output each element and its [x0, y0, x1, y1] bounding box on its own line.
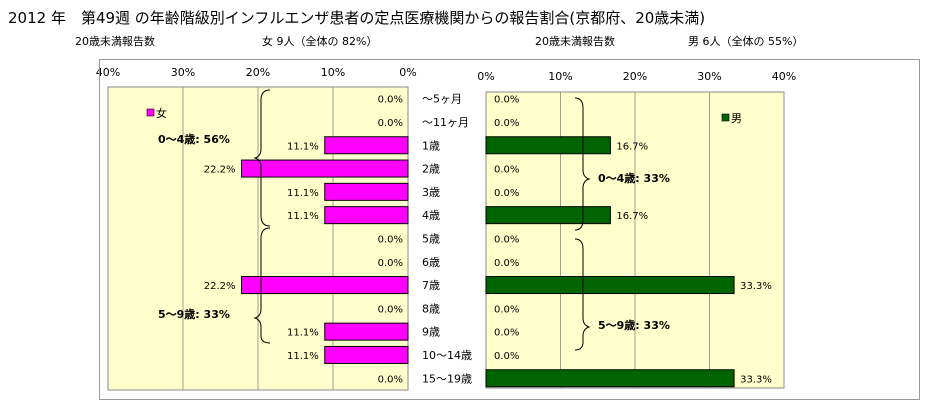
male-data-label: 0.0%	[494, 304, 519, 315]
male-data-label: 33.3%	[740, 374, 772, 385]
male-brace-5-9	[574, 238, 591, 351]
age-category-label: 9歳	[422, 326, 440, 339]
female-summary: 女 9人（全体の 82%）	[262, 35, 378, 48]
female-bar	[241, 159, 409, 178]
age-category-label: 4歳	[422, 209, 440, 222]
age-category-label: 3歳	[422, 186, 440, 199]
male-annotation-5-9: 5～9歳: 33%	[598, 318, 670, 332]
female-data-label: 0.0%	[378, 258, 403, 269]
male-count-label: 20歳未満報告数	[535, 35, 615, 48]
female-x-tick-label: 20%	[246, 66, 270, 79]
female-data-label: 11.1%	[287, 351, 319, 362]
age-category-label: 15～19歳	[422, 372, 472, 385]
male-data-label: 0.0%	[494, 188, 519, 199]
female-data-label: 22.2%	[204, 165, 236, 176]
male-data-label: 0.0%	[494, 351, 519, 362]
female-data-label: 0.0%	[378, 95, 403, 106]
male-data-label: 33.3%	[740, 281, 772, 292]
female-legend-swatch	[146, 108, 155, 117]
male-data-label: 0.0%	[494, 234, 519, 245]
female-data-label: 22.2%	[204, 281, 236, 292]
female-brace-5-9	[253, 227, 271, 344]
male-annotation-0-4: 0～4歳: 33%	[598, 171, 670, 185]
male-data-label: 16.7%	[616, 141, 648, 152]
male-x-tick-label: 0%	[477, 70, 494, 83]
male-x-tick-label: 40%	[772, 70, 796, 83]
female-brace-0-4	[253, 89, 271, 227]
male-x-tick-label: 30%	[697, 70, 721, 83]
male-data-label: 0.0%	[494, 165, 519, 176]
female-legend-label: 女	[156, 106, 167, 120]
age-category-label: 5歳	[422, 232, 440, 245]
female-x-tick-label: 0%	[399, 66, 416, 79]
female-data-label: 0.0%	[378, 234, 403, 245]
male-data-label: 0.0%	[494, 328, 519, 339]
female-data-label: 11.1%	[287, 188, 319, 199]
female-data-label: 11.1%	[287, 211, 319, 222]
female-x-tick-label: 40%	[96, 66, 120, 79]
age-category-label: 7歳	[422, 279, 440, 292]
male-legend-swatch	[721, 113, 730, 122]
male-bar	[485, 136, 611, 155]
female-x-tick-label: 10%	[321, 66, 345, 79]
male-bar	[485, 276, 735, 295]
age-category-label: 1歳	[422, 139, 440, 152]
male-x-tick-label: 20%	[623, 70, 647, 83]
male-summary: 男 6人（全体の 55%）	[688, 35, 804, 48]
female-data-label: 11.1%	[287, 141, 319, 152]
male-data-label: 0.0%	[494, 258, 519, 269]
age-category-label: 6歳	[422, 256, 440, 269]
male-x-tick-label: 10%	[548, 70, 572, 83]
female-x-tick-label: 30%	[171, 66, 195, 79]
female-annotation-5-9: 5～9歳: 33%	[158, 307, 230, 321]
chart-title: 2012 年 第49週 の年齢階級別インフルエンザ患者の定点医療機関からの報告割…	[8, 9, 706, 27]
male-data-label: 0.0%	[494, 118, 519, 129]
female-data-label: 11.1%	[287, 328, 319, 339]
male-brace-0-4	[574, 97, 591, 231]
age-category-label: ～11ヶ月	[422, 116, 469, 129]
male-bar	[485, 369, 735, 388]
female-bar	[324, 182, 409, 201]
male-legend-label: 男	[731, 112, 742, 125]
age-category-label: 8歳	[422, 302, 440, 315]
female-data-label: 0.0%	[378, 304, 403, 315]
female-bar	[241, 276, 409, 295]
female-bar	[324, 322, 409, 341]
female-bar	[324, 345, 409, 364]
age-category-label: 10～14歳	[422, 349, 472, 362]
female-data-label: 0.0%	[378, 118, 403, 129]
female-count-label: 20歳未満報告数	[75, 35, 155, 48]
female-annotation-0-4: 0～4歳: 56%	[158, 132, 230, 146]
male-data-label: 16.7%	[616, 211, 648, 222]
age-category-label: ～5ヶ月	[422, 93, 462, 106]
female-bar	[324, 136, 409, 155]
age-category-label: 2歳	[422, 163, 440, 176]
female-bar	[324, 206, 409, 225]
male-bar	[485, 206, 611, 225]
female-data-label: 0.0%	[378, 374, 403, 385]
male-data-label: 0.0%	[494, 95, 519, 106]
